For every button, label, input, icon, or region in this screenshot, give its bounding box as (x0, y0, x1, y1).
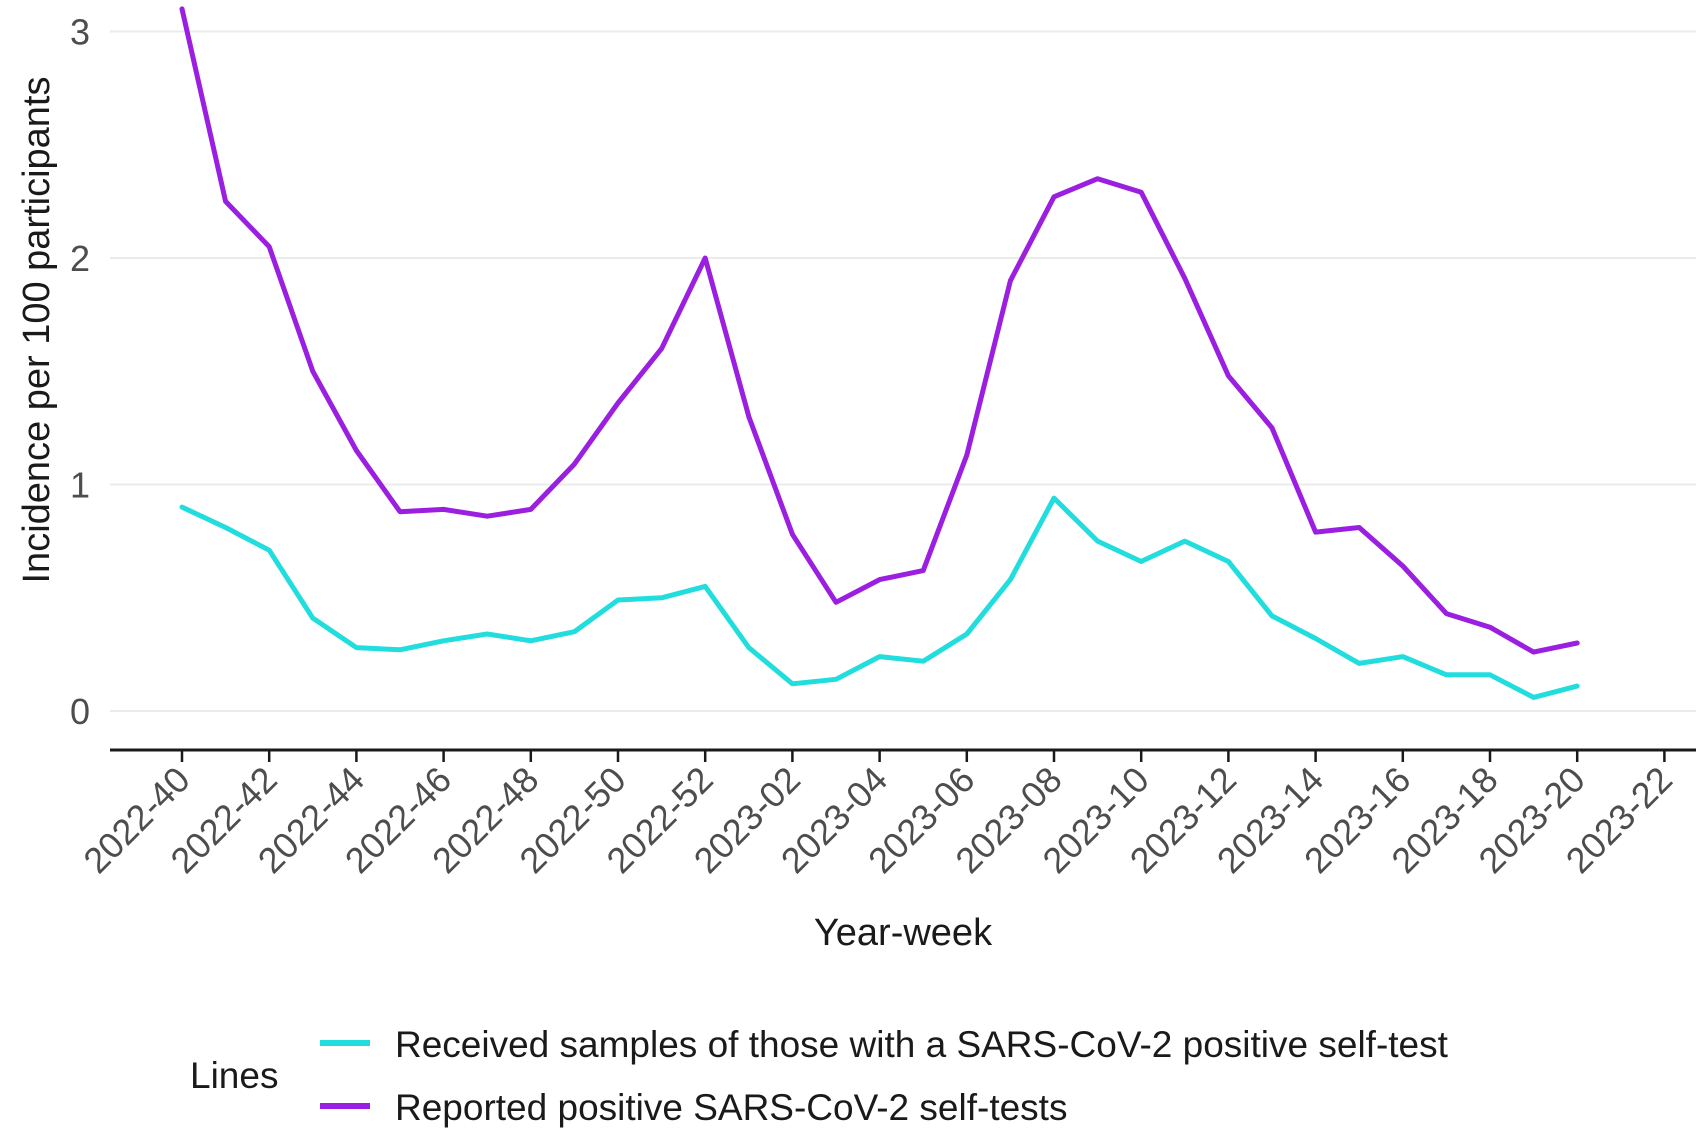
series-line-1 (179, 6, 1580, 655)
x-ticks: 2022-402022-422022-442022-462022-482022-… (75, 750, 1680, 881)
y-tick-label: 3 (70, 12, 90, 53)
legend: Lines Received samples of those with a S… (190, 1024, 1449, 1128)
series-line-0 (179, 495, 1580, 700)
gridlines (110, 30, 1696, 712)
legend-title: Lines (190, 1055, 278, 1096)
y-tick-label: 1 (70, 465, 90, 506)
x-axis-title: Year-week (814, 912, 993, 954)
series-lines (179, 6, 1580, 700)
legend-label-received-samples: Received samples of those with a SARS-Co… (395, 1024, 1449, 1065)
y-tick-labels: 0 1 2 3 (70, 12, 90, 733)
legend-label-reported-positive: Reported positive SARS-CoV-2 self-tests (395, 1087, 1067, 1128)
y-tick-label: 2 (70, 238, 90, 279)
y-axis-title: Incidence per 100 participants (16, 77, 58, 584)
y-tick-label: 0 (70, 691, 90, 732)
